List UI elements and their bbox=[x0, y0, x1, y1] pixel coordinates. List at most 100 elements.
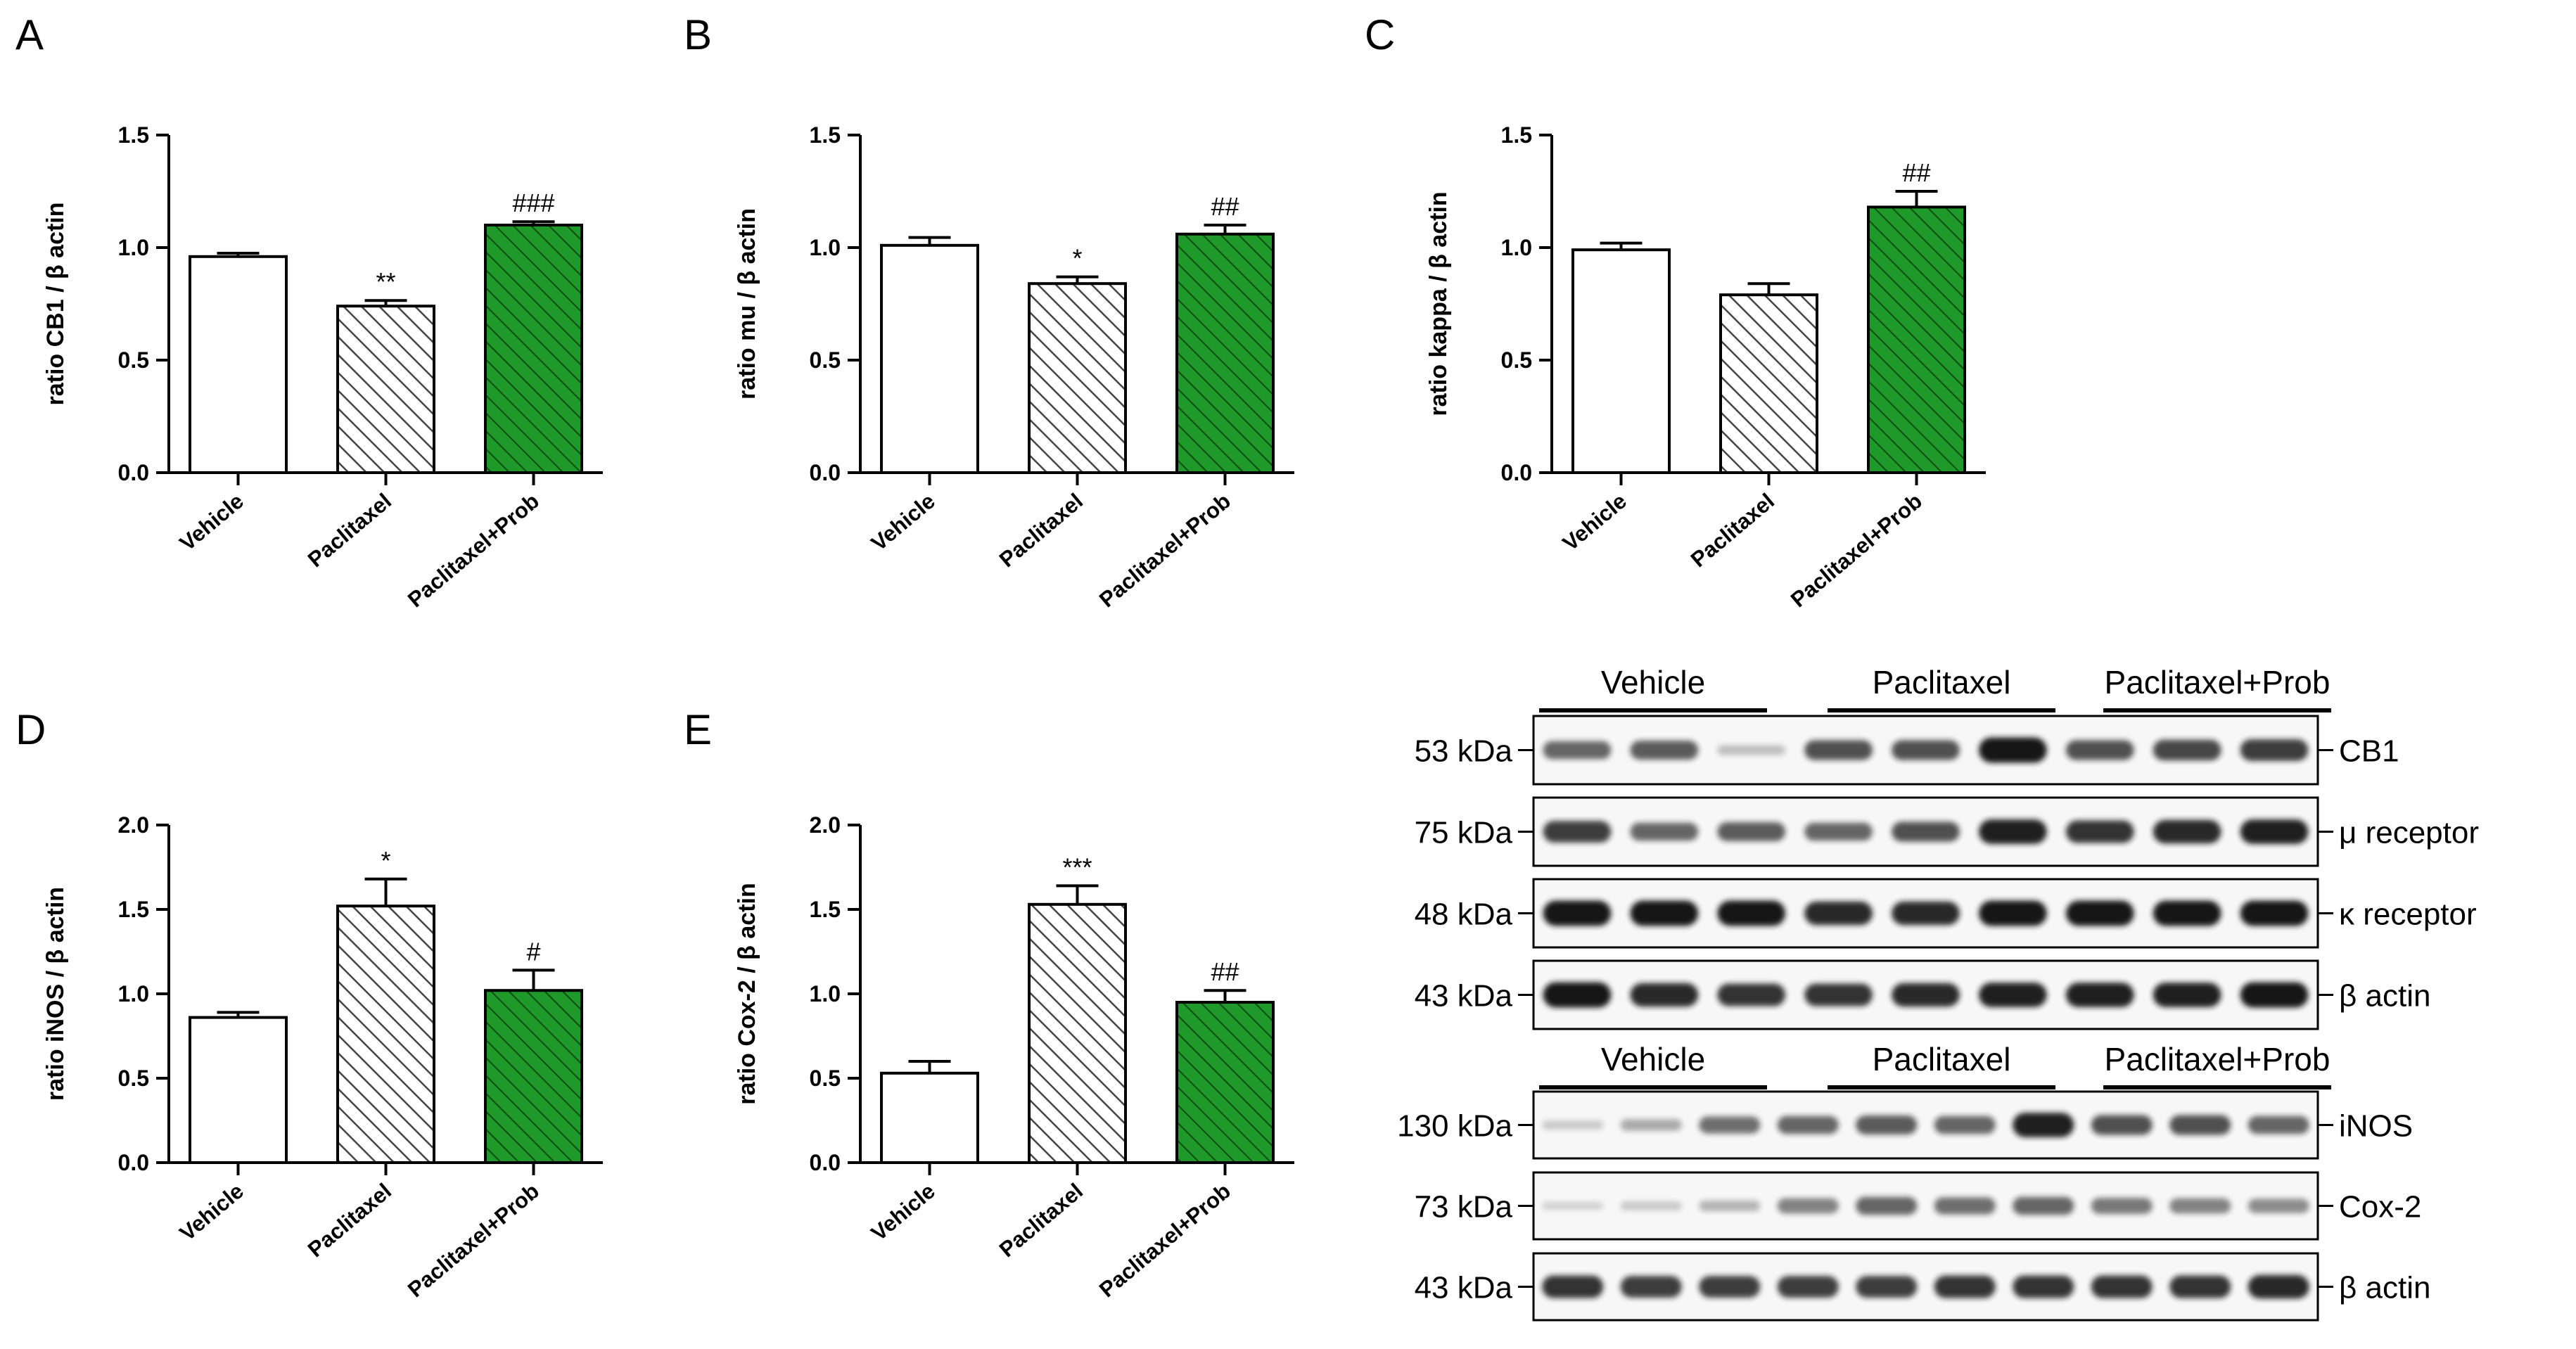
blot-band bbox=[2169, 1198, 2231, 1214]
blot-band bbox=[2013, 1196, 2074, 1215]
bar-vehicle bbox=[189, 1016, 288, 1164]
blot-group-label: Paclitaxel bbox=[1873, 1041, 2011, 1078]
blot-protein-label: Cox-2 bbox=[2339, 1190, 2421, 1225]
blot-band bbox=[1892, 901, 1960, 926]
blot-protein-label: CB1 bbox=[2339, 734, 2399, 769]
y-tick-label: 0.0 bbox=[118, 1150, 149, 1175]
blot-band bbox=[1804, 901, 1873, 926]
y-tick-label: 1.0 bbox=[118, 981, 149, 1006]
blot-band bbox=[1856, 1115, 1918, 1134]
x-tick-label: Paclitaxel+Prob bbox=[1786, 489, 1927, 613]
blot-band bbox=[2091, 1275, 2153, 1298]
bar-paclitaxel bbox=[1028, 902, 1127, 1165]
blot-group-label: Paclitaxel+Prob bbox=[2105, 664, 2330, 701]
y-tick-label: 0.5 bbox=[810, 1066, 841, 1091]
y-tick-label: 1.0 bbox=[118, 235, 149, 260]
blot-bottom: Vehicle Paclitaxel Paclitaxel+Prob 130 kDa i… bbox=[1397, 1041, 2430, 1322]
blot-band bbox=[2153, 983, 2221, 1007]
blot-band bbox=[1620, 1201, 1682, 1210]
y-tick-label: 0.5 bbox=[118, 1066, 149, 1091]
y-axis-label: ratio kappa / β actin bbox=[1425, 191, 1452, 416]
y-tick-label: 0.0 bbox=[810, 460, 841, 485]
blot-band bbox=[2091, 1115, 2153, 1135]
y-tick-label: 0.5 bbox=[1501, 347, 1532, 373]
blot-band bbox=[1630, 741, 1699, 760]
blot-band bbox=[1543, 982, 1612, 1008]
x-tick-label: Paclitaxel bbox=[303, 489, 396, 573]
blot-band bbox=[2240, 819, 2309, 844]
x-tick-label: Paclitaxel+Prob bbox=[403, 489, 544, 613]
x-tick-label: Vehicle bbox=[175, 1179, 248, 1246]
blot-band bbox=[2013, 1275, 2074, 1298]
blot-band bbox=[2153, 900, 2221, 926]
blot-band bbox=[2247, 1115, 2309, 1134]
chart-panel-e: E 0.0 0.5 1.0 1.5 2.0 ratio Cox-2 / β actin Veh… bbox=[684, 706, 1294, 1302]
blot-band bbox=[1543, 900, 1612, 926]
panel-letter: E bbox=[684, 706, 712, 753]
blot-band bbox=[1804, 822, 1873, 841]
blot-band bbox=[1717, 822, 1786, 841]
significance-label: # bbox=[526, 937, 540, 966]
panel-letter: B bbox=[684, 11, 712, 58]
blot-group-label: Paclitaxel bbox=[1873, 664, 2011, 701]
blot-band bbox=[2240, 739, 2309, 761]
blot-band bbox=[2169, 1115, 2231, 1135]
y-tick-label: 0.0 bbox=[1501, 460, 1532, 485]
x-tick-label: Vehicle bbox=[867, 1179, 940, 1246]
significance-label: ## bbox=[1902, 158, 1930, 187]
x-tick-label: Paclitaxel bbox=[995, 1179, 1088, 1262]
significance-label: ## bbox=[1211, 957, 1239, 986]
blot-band bbox=[1699, 1116, 1761, 1134]
bar-vehicle bbox=[880, 243, 979, 474]
blot-protein-label: μ receptor bbox=[2339, 816, 2479, 850]
blot-band bbox=[2247, 1274, 2309, 1299]
y-tick-label: 1.5 bbox=[810, 122, 841, 148]
y-axis-label: ratio iNOS / β actin bbox=[42, 887, 69, 1101]
blot-band bbox=[1699, 1200, 1761, 1212]
western-blots: Vehicle Paclitaxel Paclitaxel+Prob 53 kDa CB… bbox=[1397, 664, 2479, 1322]
blot-group-label: Paclitaxel+Prob bbox=[2105, 1041, 2330, 1078]
blot-band bbox=[1934, 1197, 1996, 1215]
blot-band bbox=[1777, 1276, 1839, 1298]
blot-band bbox=[1979, 737, 2047, 763]
panel-letter: A bbox=[15, 11, 44, 58]
blot-band bbox=[1542, 1275, 1604, 1298]
bar-vehicle bbox=[880, 1071, 979, 1165]
chart-panel-a: A 0.0 0.5 1.0 1.5 ratio CB1 / β actin Vehicle *… bbox=[15, 11, 603, 612]
x-tick-label: Paclitaxel bbox=[995, 489, 1088, 573]
y-axis-label: ratio Cox-2 / β actin bbox=[734, 883, 760, 1104]
blot-band bbox=[1979, 819, 2047, 844]
bar-vehicle bbox=[189, 255, 288, 474]
blot-band bbox=[1856, 1196, 1918, 1215]
bar-paclitaxel-prob bbox=[1175, 1001, 1275, 1164]
blot-band bbox=[1543, 741, 1612, 760]
y-tick-label: 1.5 bbox=[810, 897, 841, 922]
bar-vehicle bbox=[1571, 248, 1671, 474]
blot-band bbox=[1777, 1115, 1839, 1134]
significance-label: ## bbox=[1211, 192, 1239, 221]
bar-paclitaxel-prob bbox=[484, 989, 583, 1164]
y-tick-label: 1.0 bbox=[810, 981, 841, 1006]
blot-band bbox=[2240, 900, 2309, 926]
panel-letter: D bbox=[15, 706, 46, 753]
significance-label: * bbox=[1072, 244, 1082, 273]
blot-top: Vehicle Paclitaxel Paclitaxel+Prob 53 kDa CB… bbox=[1415, 664, 2479, 1030]
blot-band bbox=[2065, 900, 2134, 926]
bar-paclitaxel bbox=[336, 305, 435, 475]
blot-protein-label: iNOS bbox=[2339, 1109, 2413, 1144]
blot-band bbox=[2169, 1275, 2231, 1298]
y-tick-label: 0.0 bbox=[118, 460, 149, 485]
blot-protein-label: β actin bbox=[2339, 1271, 2430, 1305]
blot-band bbox=[2153, 739, 2221, 761]
chart-panel-b: B 0.0 0.5 1.0 1.5 ratio mu / β actin Vehicle * P… bbox=[684, 11, 1294, 612]
blot-band bbox=[1856, 1276, 1918, 1298]
blot-band bbox=[1542, 1201, 1604, 1210]
blot-band bbox=[1630, 983, 1699, 1007]
blot-band bbox=[1717, 983, 1786, 1006]
y-tick-label: 1.5 bbox=[118, 897, 149, 922]
blot-band bbox=[2240, 982, 2309, 1008]
y-tick-label: 0.5 bbox=[118, 347, 149, 373]
blot-protein-label: κ receptor bbox=[2339, 897, 2477, 932]
x-tick-label: Paclitaxel bbox=[1686, 489, 1779, 573]
blot-band bbox=[1804, 983, 1873, 1006]
